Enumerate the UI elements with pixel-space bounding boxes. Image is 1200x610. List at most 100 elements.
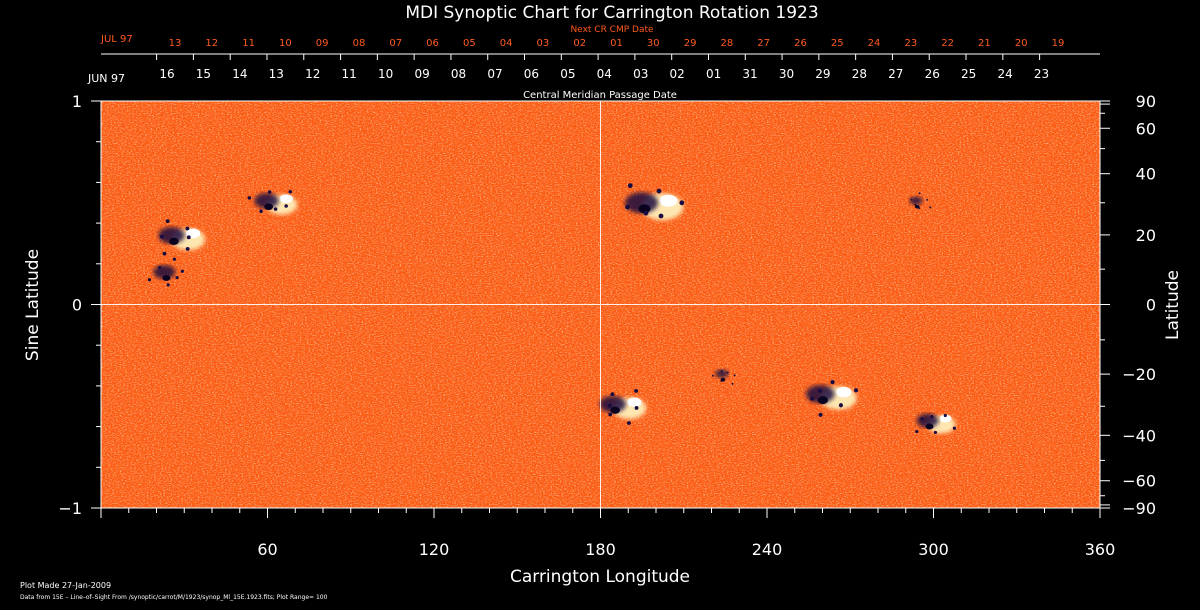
flux-speck xyxy=(711,374,714,377)
active-region xyxy=(599,388,647,425)
cmp-date: 27 xyxy=(888,67,903,81)
y-left-tick-label: −1 xyxy=(58,499,82,518)
flux-speck xyxy=(288,189,292,194)
x-tick-label: 240 xyxy=(752,540,783,559)
flux-speck xyxy=(247,196,252,200)
y-left-tick-label: 1 xyxy=(72,92,82,111)
next-cmp-date: 02 xyxy=(573,38,586,49)
flux-speck xyxy=(610,392,615,397)
active-region xyxy=(909,192,932,210)
y-axis-left: 1 0 −1 xyxy=(58,92,101,518)
y-right-tick-label: 20 xyxy=(1136,226,1156,245)
flux-speck xyxy=(172,257,176,261)
active-regions xyxy=(147,183,957,435)
flux-speck xyxy=(731,382,734,385)
negative-flux-core xyxy=(162,274,171,281)
next-cmp-date: 22 xyxy=(941,38,954,49)
cmp-date: 05 xyxy=(560,67,575,81)
next-cmp-date: 11 xyxy=(242,38,255,49)
negative-flux-patch xyxy=(158,226,185,244)
y-left-tick-label: 0 xyxy=(72,296,82,315)
flux-speck xyxy=(186,235,191,240)
positive-flux-core xyxy=(835,386,852,398)
flux-speck xyxy=(643,210,649,216)
flux-speck xyxy=(185,226,190,231)
negative-flux-patch xyxy=(599,395,626,413)
flux-speck xyxy=(658,213,664,219)
flux-speck xyxy=(634,406,639,410)
next-cmp-date: 20 xyxy=(1015,38,1028,49)
cmp-date: 31 xyxy=(742,67,757,81)
x-tick-label: 120 xyxy=(419,540,450,559)
active-region xyxy=(147,257,184,287)
cmp-date: 06 xyxy=(524,67,539,81)
flux-speck xyxy=(175,275,179,280)
flux-speck xyxy=(933,430,938,435)
active-region xyxy=(247,189,298,215)
x-tick-label: 60 xyxy=(257,540,277,559)
cmp-date: 01 xyxy=(706,67,721,81)
flux-speck xyxy=(267,190,272,194)
y-right-tick-label: −60 xyxy=(1122,472,1156,491)
next-cmp-label: Next CR CMP Date xyxy=(570,25,654,35)
cmp-date: 04 xyxy=(597,67,612,81)
negative-flux-patch xyxy=(909,196,923,205)
y-right-tick-label: 0 xyxy=(1146,296,1156,315)
flux-speck xyxy=(166,283,170,287)
chart-title: MDI Synoptic Chart for Carrington Rotati… xyxy=(405,3,818,23)
flux-speck xyxy=(817,388,823,393)
negative-flux-core xyxy=(264,203,274,211)
flux-speck xyxy=(160,234,164,239)
negative-flux-core xyxy=(169,237,179,245)
cmp-date: 02 xyxy=(670,67,685,81)
next-cmp-date: 26 xyxy=(794,38,807,49)
cmp-date: 26 xyxy=(925,67,940,81)
positive-flux-core xyxy=(627,397,642,408)
next-cmp-date: 30 xyxy=(647,38,660,49)
y-right-tick-label: 60 xyxy=(1136,119,1156,138)
flux-speck xyxy=(656,188,662,194)
next-cmp-date: 27 xyxy=(757,38,770,49)
flux-speck xyxy=(838,403,843,408)
active-region xyxy=(624,183,685,221)
next-cmp-date: 05 xyxy=(463,38,476,49)
flux-speck xyxy=(918,207,921,210)
cmp-date: 10 xyxy=(378,67,393,81)
flux-speck xyxy=(910,198,913,201)
negative-flux-patch xyxy=(715,369,729,378)
cmp-axis-label: Central Meridian Passage Date xyxy=(523,90,677,101)
active-region xyxy=(915,413,957,435)
next-cmp-date: 19 xyxy=(1052,38,1065,49)
y-right-tick-label: −40 xyxy=(1122,426,1156,445)
flux-speck xyxy=(273,207,278,211)
positive-flux-core xyxy=(659,194,678,207)
flux-speck xyxy=(284,204,288,208)
next-cmp-date: 03 xyxy=(537,38,550,49)
cmp-date: 15 xyxy=(196,67,211,81)
next-cmp-date: 10 xyxy=(279,38,292,49)
y-axis-left-label: Sine Latitude xyxy=(23,249,43,361)
cmp-date: 13 xyxy=(269,67,284,81)
flux-speck xyxy=(810,396,815,401)
next-cmp-date: 12 xyxy=(205,38,218,49)
next-cmp-date: 29 xyxy=(684,38,697,49)
active-region xyxy=(805,380,859,417)
y-axis-right: 90 60 40 20 0 −20 −40 −60 −90 xyxy=(1100,92,1156,518)
cmp-date: 23 xyxy=(1034,67,1049,81)
flux-speck xyxy=(634,388,639,393)
flux-speck xyxy=(147,278,152,282)
cmp-date: 30 xyxy=(779,67,794,81)
flux-speck xyxy=(853,388,859,393)
negative-flux-patch xyxy=(254,193,279,209)
negative-flux-core xyxy=(925,423,934,430)
cmp-date: 24 xyxy=(997,67,1012,81)
y-right-tick-label: 90 xyxy=(1136,92,1156,111)
next-cmp-date: 28 xyxy=(721,38,734,49)
x-tick-label: 360 xyxy=(1085,540,1116,559)
flux-speck xyxy=(915,429,919,434)
positive-flux-core xyxy=(939,414,952,423)
flux-speck xyxy=(185,246,190,251)
flux-speck xyxy=(259,209,263,214)
next-cmp-dates: 13 12 11 10 09 08 07 06 05 04 03 02 01 30 29 28 27 26 25 24… xyxy=(169,38,1065,49)
